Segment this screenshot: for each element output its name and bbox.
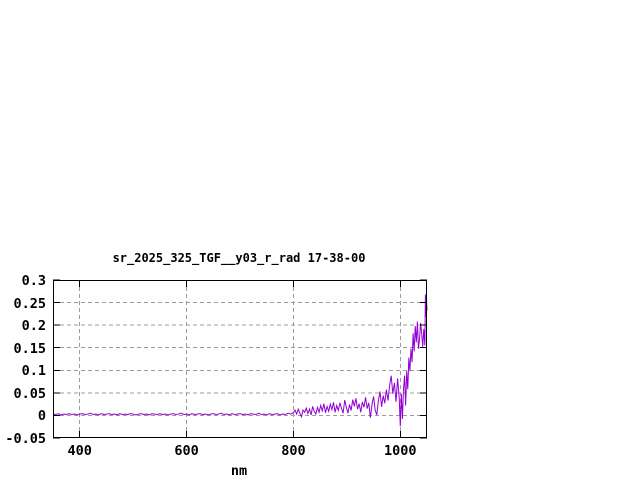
y-tick-label: 0.2: [22, 318, 46, 334]
y-tick-label: 0.15: [13, 341, 46, 357]
plot-border: [53, 280, 427, 438]
x-tick-label: 600: [174, 443, 198, 459]
x-axis-label: nm: [231, 463, 247, 479]
chart-title: sr_2025_325_TGF__y03_r_rad 17-38-00: [113, 251, 366, 266]
data-series-line: [52, 294, 428, 427]
x-tick-label: 800: [281, 443, 305, 459]
tick-label-layer: -0.05 0 0.05 0.1 0.15 0.2 0.25 0.3 400 600 800 1000: [5, 273, 416, 459]
y-tick-label: 0.1: [22, 363, 46, 379]
y-tick-label: -0.05: [5, 431, 46, 447]
x-tick-label: 400: [68, 443, 92, 459]
y-tick-label: 0: [38, 408, 46, 424]
y-tick-label: 0.25: [13, 296, 46, 312]
series-layer: [52, 294, 428, 427]
x-tick-label: 1000: [384, 443, 417, 459]
axis-layer: [53, 279, 427, 439]
grid-layer: [53, 280, 427, 438]
y-tick-label: 0.3: [22, 273, 46, 289]
y-tick-label: 0.05: [13, 386, 46, 402]
